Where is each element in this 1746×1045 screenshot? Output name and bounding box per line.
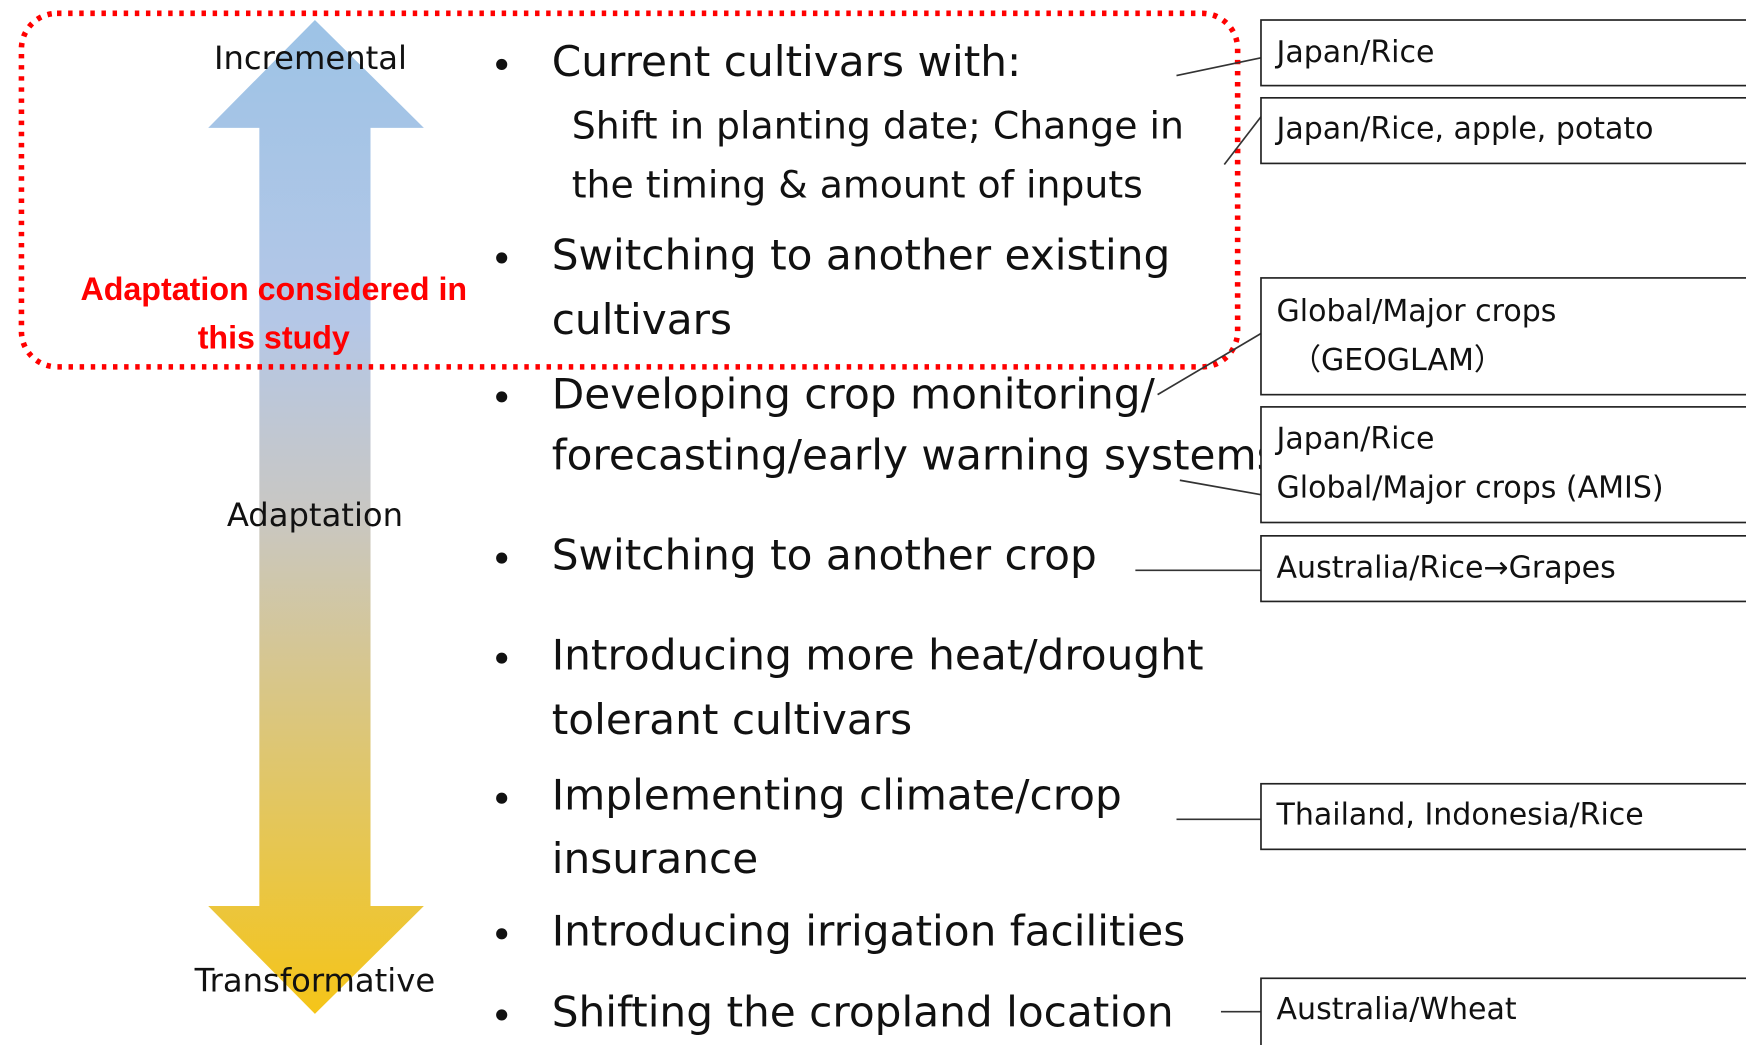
bullet <box>496 252 508 264</box>
measure: forecasting/early warning systems <box>552 431 1279 480</box>
example-box <box>1260 96 1746 165</box>
measure: Introducing irrigation facilities <box>552 906 1186 955</box>
example: Thailand, Indonesia/Rice <box>1276 797 1644 832</box>
example: （GEOGLAM） <box>1291 343 1504 378</box>
highlight-box <box>18 10 1241 370</box>
measure: Shifting the cropland location <box>552 987 1174 1036</box>
example: Japan/Rice <box>1275 422 1435 457</box>
connector <box>1176 56 1262 77</box>
bullet <box>496 391 508 403</box>
measure: cultivars <box>552 295 732 344</box>
bullet <box>496 928 508 940</box>
example: Global/Major crops <box>1277 294 1557 329</box>
bullets <box>496 58 508 1021</box>
measure-detail: Shift in planting date; Change in <box>572 103 1184 147</box>
connector <box>1157 332 1262 396</box>
highlight-label: Adaptation considered in <box>80 271 467 307</box>
example: Japan/Rice <box>1275 35 1435 70</box>
example-box <box>1260 406 1746 524</box>
measure: Introducing more heat/drought <box>552 631 1204 680</box>
measure: Developing crop monitoring/ <box>552 369 1156 418</box>
axis-middle: Adaptation <box>227 496 403 534</box>
axis-top: Incremental <box>214 39 407 77</box>
example-box <box>1260 977 1746 1045</box>
example: Australia/Wheat <box>1277 992 1517 1027</box>
connectors <box>1135 56 1262 1013</box>
bullet <box>496 58 508 71</box>
measure: Switching to another crop <box>552 531 1097 580</box>
bullet <box>496 792 508 804</box>
measure: insurance <box>552 834 759 883</box>
connector <box>1179 479 1262 496</box>
example: Global/Major crops (AMIS) <box>1277 471 1664 506</box>
example-box <box>1260 19 1746 87</box>
connector <box>1223 116 1262 166</box>
example: Australia/Rice→Grapes <box>1277 551 1616 586</box>
example-box <box>1260 535 1746 603</box>
bullet <box>496 652 508 664</box>
axis-bottom: Transformative <box>194 962 435 1000</box>
example-box <box>1260 277 1746 396</box>
highlight-label: this study <box>198 320 350 356</box>
measure: Switching to another existing <box>552 230 1171 279</box>
scale-arrow <box>208 20 424 1014</box>
example-box <box>1260 782 1746 851</box>
measure: Implementing climate/crop <box>552 771 1122 820</box>
example: Japan/Rice, apple, potato <box>1275 112 1654 147</box>
measure: Current cultivars with: <box>552 37 1022 86</box>
measure: tolerant cultivars <box>552 695 912 744</box>
measure-detail: the timing & amount of inputs <box>572 162 1143 206</box>
bullet <box>496 1009 508 1021</box>
bullet <box>496 552 508 564</box>
